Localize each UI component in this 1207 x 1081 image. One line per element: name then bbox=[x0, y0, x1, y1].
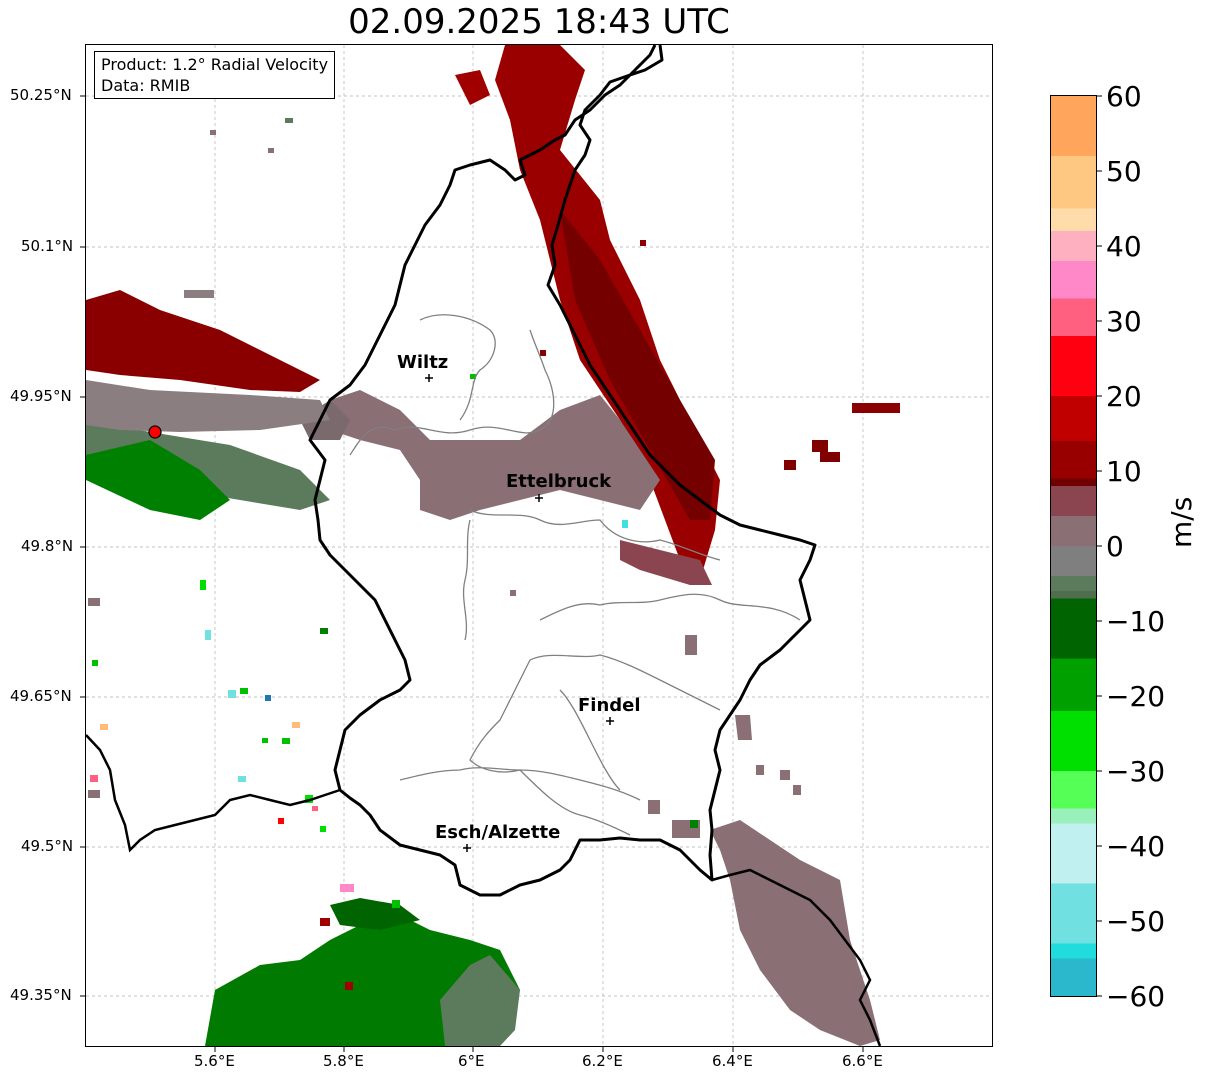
colorbar-band bbox=[1051, 598, 1096, 659]
product-info-box: Product: 1.2° Radial Velocity Data: RMIB bbox=[94, 51, 336, 99]
radar-speckles bbox=[88, 118, 801, 990]
colorbar-band bbox=[1051, 546, 1096, 577]
country-border bbox=[308, 45, 817, 897]
colorbar bbox=[1050, 95, 1102, 997]
colorbar-band bbox=[1051, 771, 1096, 809]
canton-boundaries bbox=[349, 314, 801, 836]
lon-tick-label: 6.4°E bbox=[712, 1052, 753, 1070]
colorbar-band bbox=[1051, 943, 1096, 959]
colorbar-tick-label: 10 bbox=[1106, 455, 1142, 488]
colorbar-tick-label: 60 bbox=[1106, 80, 1142, 113]
colorbar-band bbox=[1051, 808, 1096, 824]
colorbar-tick-label: 40 bbox=[1106, 230, 1142, 263]
echo-east-cell-2 bbox=[784, 460, 796, 470]
city-label-wiltz: Wiltz bbox=[397, 352, 448, 373]
colorbar-band bbox=[1051, 711, 1096, 772]
lat-tick-label: 49.8°N bbox=[21, 537, 74, 555]
colorbar-band bbox=[1051, 516, 1096, 547]
echo-southeast-cell bbox=[735, 715, 752, 740]
lon-tick-label: 5.6°E bbox=[194, 1052, 235, 1070]
colorbar-band bbox=[1051, 231, 1096, 262]
echo-radar-site-green bbox=[86, 440, 230, 520]
colorbar-band bbox=[1051, 441, 1096, 479]
city-markers bbox=[425, 374, 614, 852]
city-labels: Wiltz Ettelbruck Findel Esch/Alzette bbox=[397, 352, 641, 843]
echo-north-top bbox=[455, 70, 490, 105]
lon-tick-label: 6.2°E bbox=[582, 1052, 623, 1070]
data-source-label: Data: RMIB bbox=[101, 76, 191, 95]
lat-tick-label: 49.95°N bbox=[10, 387, 72, 405]
echo-radar-site-grey bbox=[86, 380, 330, 432]
colorbar-tick-label: 50 bbox=[1106, 155, 1142, 188]
echo-central-near-zero bbox=[330, 390, 660, 520]
city-label-ettelbruck: Ettelbruck bbox=[506, 471, 612, 492]
colorbar-band bbox=[1051, 576, 1096, 592]
echo-southwest-inbound bbox=[205, 915, 520, 1046]
colorbar-band bbox=[1051, 261, 1096, 299]
colorbar-unit-label: m/s bbox=[1165, 496, 1198, 548]
colorbar-tick-label: −40 bbox=[1106, 830, 1166, 863]
radar-site-marker bbox=[148, 425, 162, 439]
colorbar-tick-label: 20 bbox=[1106, 380, 1142, 413]
echo-northeast-cell bbox=[852, 403, 900, 413]
lat-tick-label: 49.5°N bbox=[21, 837, 74, 855]
colorbar-ticks bbox=[1096, 95, 1102, 997]
lon-tick-label: 6°E bbox=[458, 1052, 485, 1070]
echo-radar-site-outbound bbox=[86, 290, 320, 392]
radar-echo-layer bbox=[86, 45, 900, 1046]
lat-tick-label: 50.1°N bbox=[21, 237, 74, 255]
city-label-esch: Esch/Alzette bbox=[435, 822, 560, 843]
colorbar-band bbox=[1051, 958, 1096, 997]
city-label-findel: Findel bbox=[578, 695, 641, 716]
echo-outbound-band-core bbox=[560, 210, 715, 520]
lat-tick-label: 49.65°N bbox=[10, 687, 72, 705]
colorbar-band bbox=[1051, 486, 1096, 517]
colorbar-tick-label: −30 bbox=[1106, 755, 1166, 788]
germany-border-south bbox=[711, 868, 882, 1046]
echo-outbound-band-edge bbox=[620, 540, 712, 585]
map-title: 02.09.2025 18:43 UTC bbox=[348, 2, 730, 42]
colorbar-band bbox=[1051, 336, 1096, 397]
product-label: Product: 1.2° Radial Velocity bbox=[101, 55, 329, 74]
lon-tick-label: 6.6°E bbox=[842, 1052, 883, 1070]
colorbar-band bbox=[1051, 298, 1096, 337]
colorbar-band bbox=[1051, 591, 1096, 599]
colorbar-tick-label: −10 bbox=[1106, 605, 1166, 638]
colorbar-band bbox=[1051, 96, 1096, 157]
colorbar-tick-label: −50 bbox=[1106, 905, 1166, 938]
colorbar-band bbox=[1051, 823, 1096, 884]
colorbar-band bbox=[1051, 156, 1096, 209]
lat-tick-label: 50.25°N bbox=[10, 86, 72, 104]
colorbar-tick-label: 30 bbox=[1106, 305, 1142, 338]
echo-east-cell-1 bbox=[812, 440, 828, 452]
belgium-france-border bbox=[86, 734, 341, 853]
colorbar-band bbox=[1051, 478, 1096, 487]
echo-southeast-band bbox=[710, 820, 880, 1046]
colorbar-band bbox=[1051, 396, 1096, 442]
lat-tick-label: 49.35°N bbox=[10, 986, 72, 1004]
echo-southwest-inbound-fringe bbox=[440, 955, 520, 1046]
colorbar-bands bbox=[1051, 96, 1096, 997]
colorbar-tick-label: −20 bbox=[1106, 680, 1166, 713]
colorbar-band bbox=[1051, 658, 1096, 712]
colorbar-tick-label: −60 bbox=[1106, 980, 1166, 1013]
colorbar-band bbox=[1051, 208, 1096, 232]
colorbar-band bbox=[1051, 883, 1096, 944]
colorbar-tick-label: 0 bbox=[1106, 530, 1124, 563]
axis-ticks bbox=[80, 95, 864, 1052]
lon-tick-label: 5.8°E bbox=[323, 1052, 364, 1070]
map-frame bbox=[85, 44, 993, 1047]
echo-east-cell-3 bbox=[820, 452, 840, 462]
